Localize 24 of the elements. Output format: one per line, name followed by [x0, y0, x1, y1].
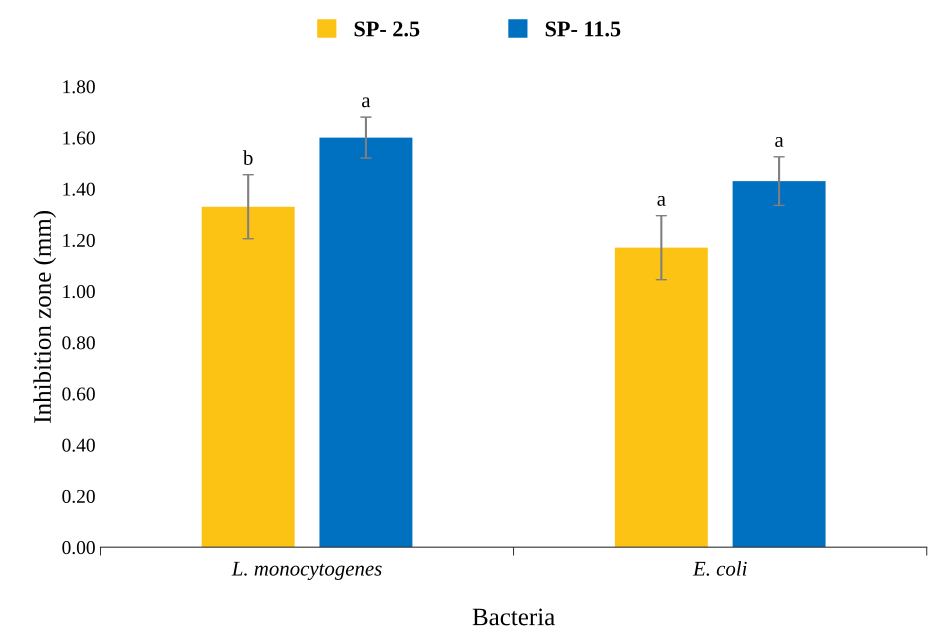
x-tick-label: E. coli — [692, 561, 747, 576]
y-tick-label: 1.60 — [63, 131, 95, 145]
annotation: a — [362, 97, 370, 108]
y-tick-label: 1.20 — [63, 234, 95, 248]
annotation: b — [242, 150, 253, 165]
bar — [732, 181, 826, 548]
y-tick-label: 0.40 — [62, 438, 95, 452]
y-axis-title: Inhibition zone (mm) — [33, 210, 56, 423]
y-tick-label: 1.40 — [63, 182, 95, 196]
y-tick-label: 0.00 — [62, 541, 95, 554]
x-tick-label: L. monocytogenes — [232, 562, 382, 580]
annotation: a — [775, 137, 784, 148]
bar — [319, 138, 412, 548]
y-tick-label: 1.80 — [63, 80, 95, 94]
annotation: a — [657, 196, 666, 206]
y-tick-label: 0.80 — [62, 336, 95, 350]
legend-label: SP- 2.5 — [354, 22, 420, 37]
y-tick-label: 0.60 — [62, 387, 95, 401]
y-tick-label: 1.00 — [63, 285, 95, 298]
y-tick-label: 0.20 — [62, 490, 95, 504]
bar — [614, 248, 708, 548]
bar — [202, 206, 295, 548]
legend-label: SP- 11.5 — [546, 22, 620, 37]
x-axis-title: Bacteria — [472, 608, 555, 626]
